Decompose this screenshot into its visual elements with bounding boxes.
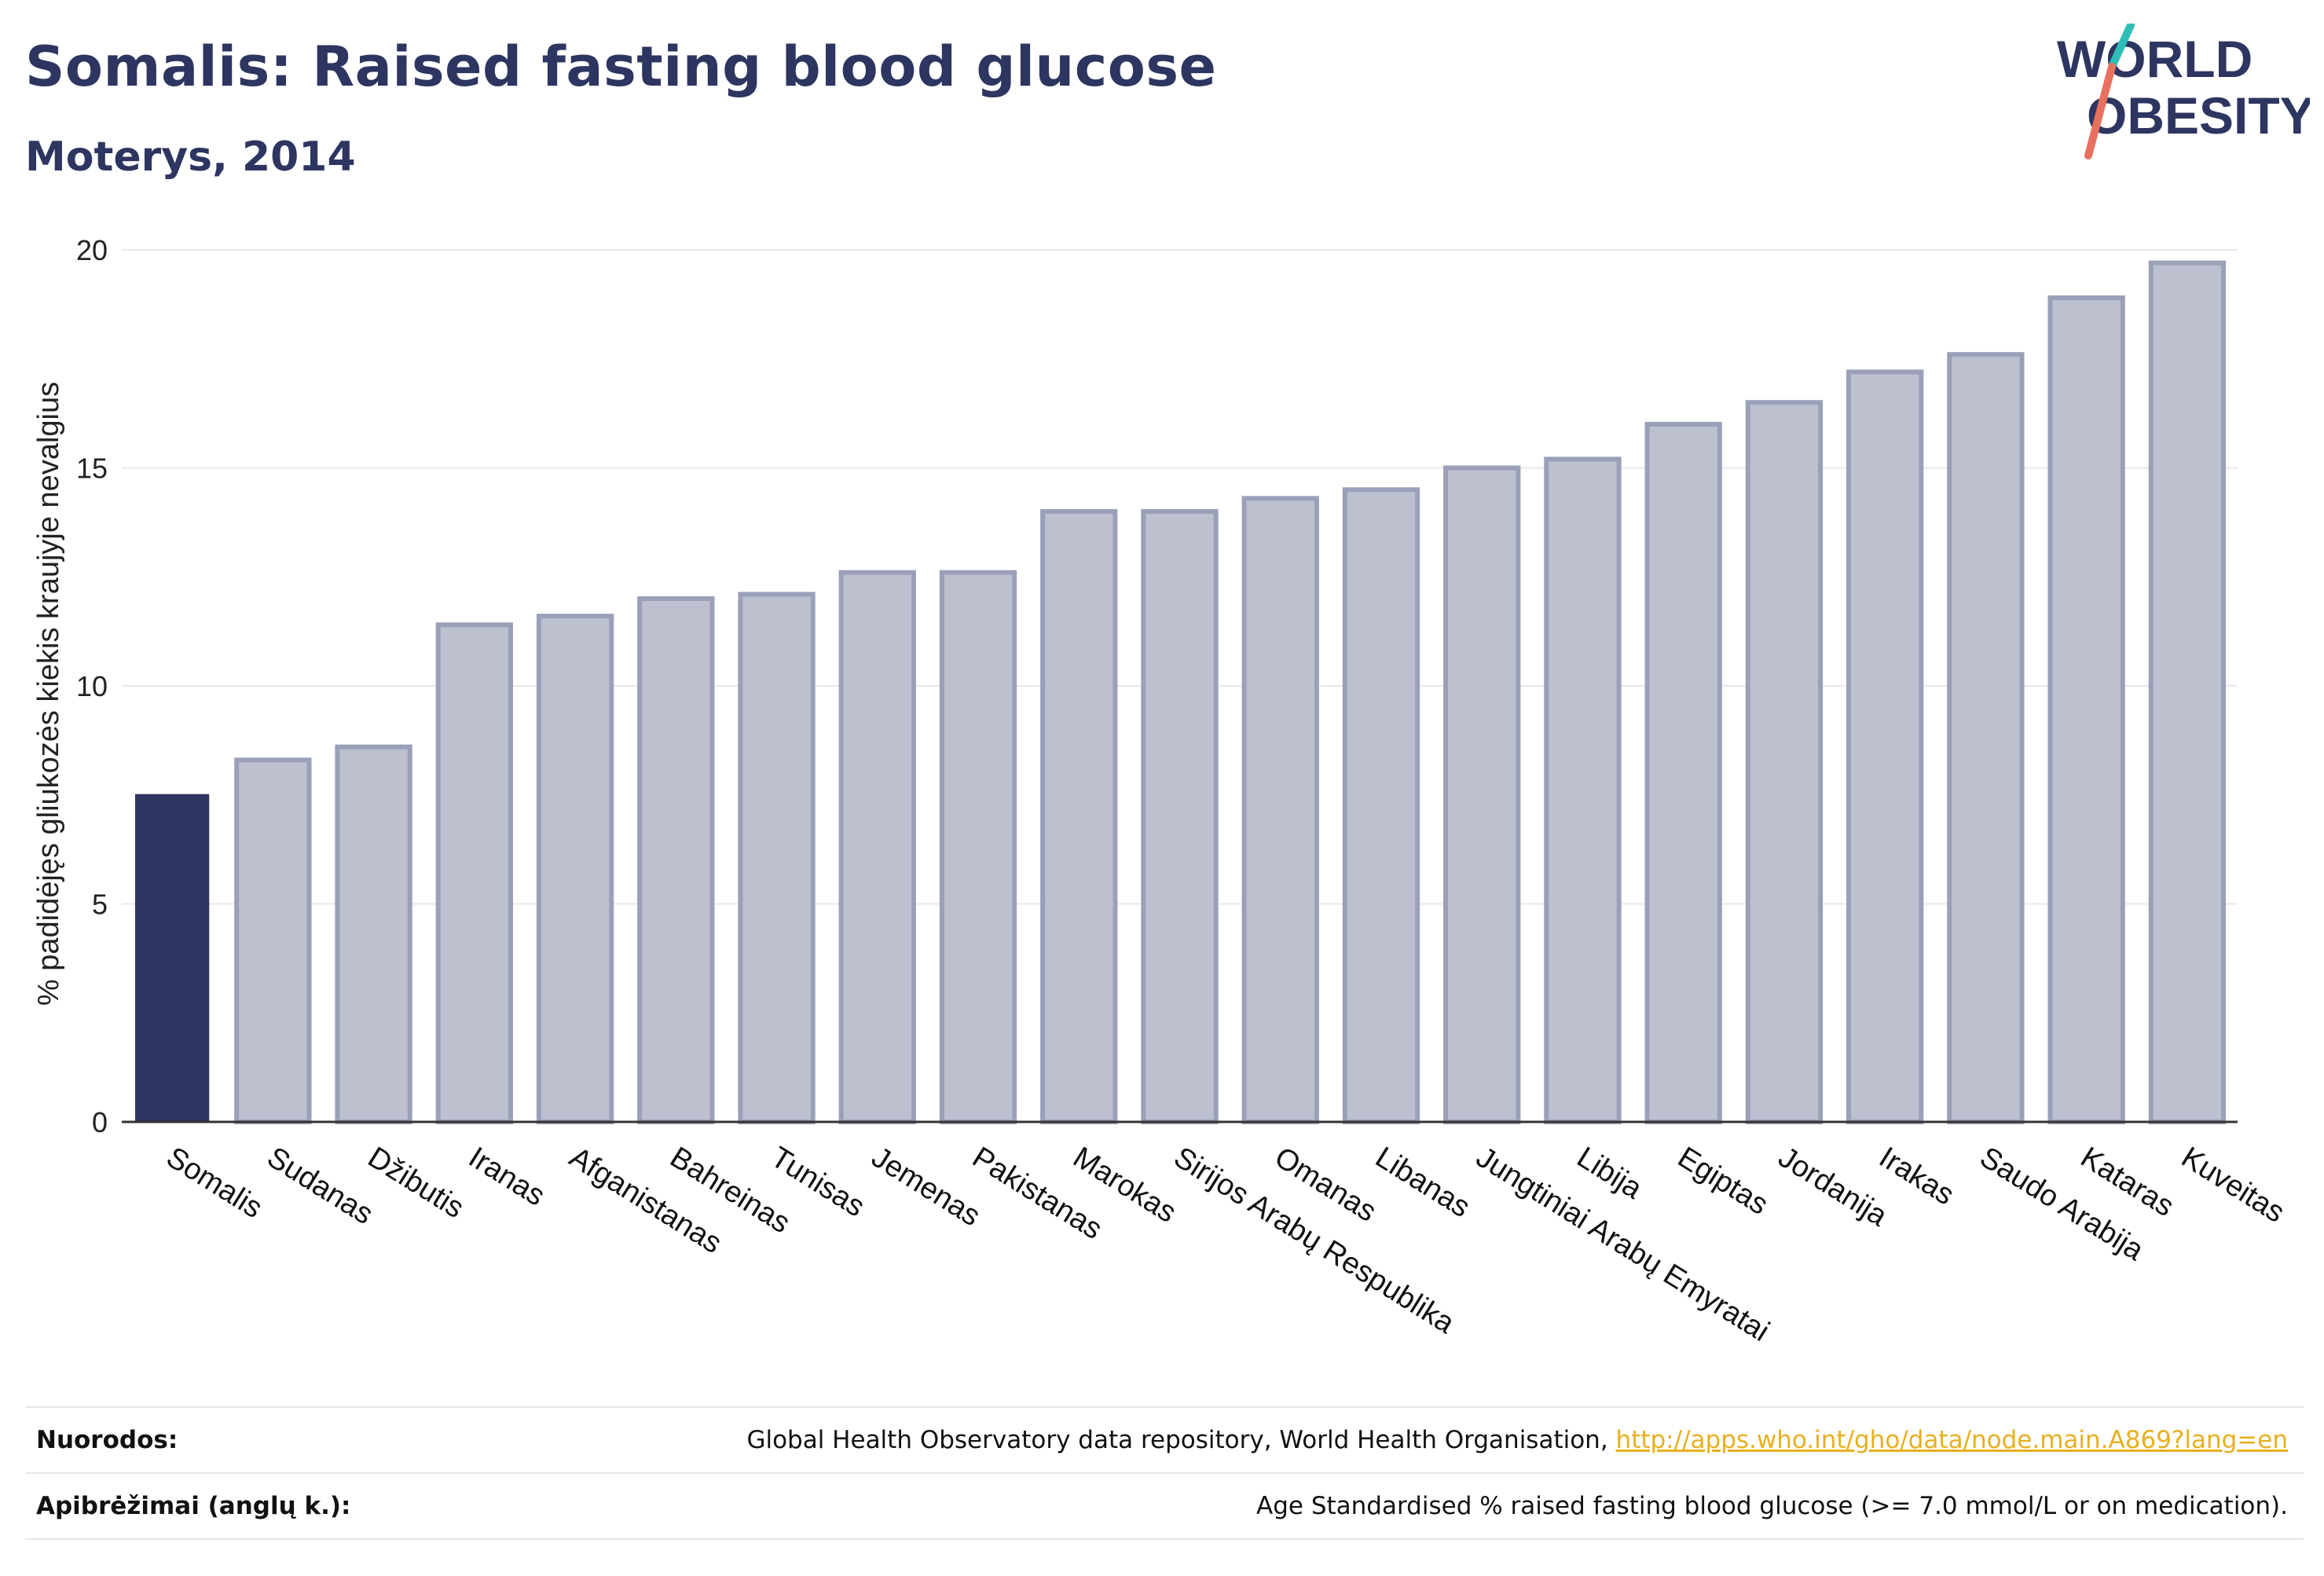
bar — [1342, 487, 1420, 1124]
references-text: Global Health Observatory data repositor… — [746, 1426, 1616, 1454]
bar — [335, 744, 412, 1124]
x-tick-label: Somalis — [160, 1141, 268, 1225]
bar — [637, 596, 715, 1124]
bar — [939, 570, 1017, 1124]
bar — [1040, 509, 1118, 1124]
references-link[interactable]: http://apps.who.int/gho/data/node.main.A… — [1615, 1426, 2288, 1454]
bar — [1947, 352, 2025, 1124]
x-tick-label: Jordanija — [1772, 1141, 1893, 1233]
bar — [1544, 456, 1622, 1124]
bars — [134, 260, 2227, 1124]
x-tick-label: Iranas — [463, 1141, 551, 1213]
y-tick-label: 0 — [92, 1106, 108, 1138]
bar — [838, 570, 916, 1124]
definitions-text: Age Standardised % raised fasting blood … — [1256, 1492, 2288, 1520]
bar — [1846, 369, 1924, 1124]
y-tick-label: 5 — [92, 889, 108, 921]
y-tick-label: 10 — [76, 670, 108, 702]
definitions-label: Apibrėžimai (anglų k.): — [36, 1492, 351, 1520]
logo-line1: WORLD — [2057, 30, 2253, 88]
x-tick-label: Egiptas — [1672, 1141, 1774, 1222]
x-tick-label: Džibutis — [362, 1141, 470, 1225]
bar — [134, 793, 210, 1123]
definitions-row: Apibrėžimai (anglų k.): Age Standardised… — [25, 1472, 2304, 1540]
logo-line2: OBESITY — [2087, 86, 2310, 145]
bar — [234, 757, 312, 1124]
bar — [738, 592, 816, 1124]
logo-slash-coral — [2084, 63, 2116, 159]
page-subtitle: Moterys, 2014 — [25, 134, 356, 181]
references-value: Global Health Observatory data repositor… — [746, 1426, 2304, 1454]
references-label: Nuorodos: — [36, 1426, 178, 1454]
bar — [1141, 509, 1219, 1124]
x-tick-label: Kuveitas — [2176, 1141, 2290, 1230]
bar — [1745, 400, 1824, 1124]
bar — [1644, 422, 1722, 1124]
bar — [2148, 260, 2227, 1124]
x-tick-label: Libanas — [1369, 1141, 1475, 1224]
bar — [2047, 295, 2125, 1124]
y-tick-labels: 0 5 10 15 20 — [76, 234, 108, 1138]
logo-slash-teal — [2108, 24, 2135, 71]
y-tick-label: 15 — [76, 453, 108, 485]
world-obesity-logo: WORLD OBESITY — [2057, 24, 2310, 159]
page-title: Somalis: Raised fasting blood glucose — [25, 35, 1217, 99]
references-row: Nuorodos: Global Health Observatory data… — [25, 1406, 2304, 1472]
bar — [435, 622, 513, 1124]
x-tick-label: Libija — [1571, 1141, 1648, 1206]
bar — [1443, 465, 1521, 1124]
y-tick-label: 20 — [76, 234, 108, 266]
bar — [1241, 496, 1319, 1124]
x-tick-label: Sudanas — [262, 1141, 379, 1231]
x-tick-label: Jemenas — [866, 1141, 986, 1233]
y-axis-label: % padidėjęs gliukozės kiekis kraujyje ne… — [32, 382, 65, 1006]
bar — [536, 614, 614, 1124]
